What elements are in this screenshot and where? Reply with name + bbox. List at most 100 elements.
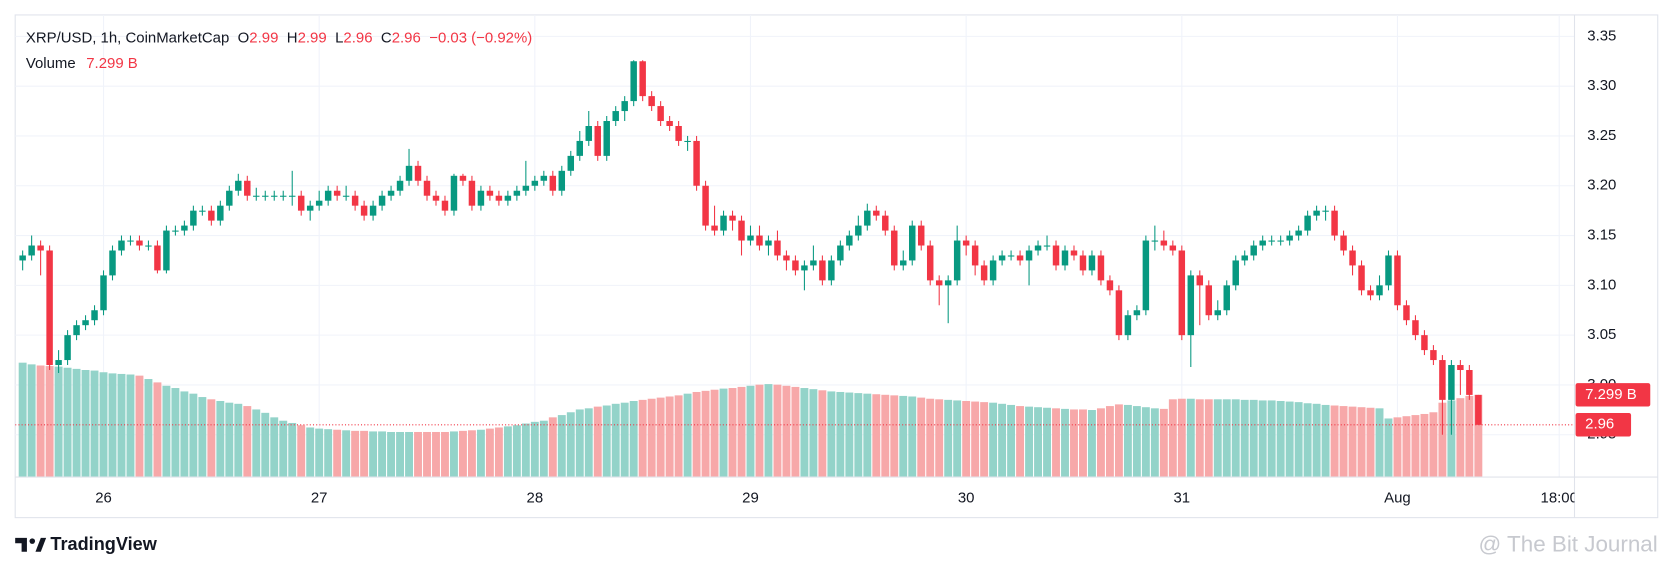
volume-bar (1456, 398, 1465, 478)
volume-bar (1070, 409, 1078, 478)
candle-body (711, 225, 718, 231)
volume-bar (494, 427, 503, 478)
volume-bar (360, 430, 369, 478)
candle-body (226, 190, 233, 206)
candle-body (953, 240, 961, 281)
candle-body (756, 235, 763, 246)
candle-body (1313, 210, 1320, 216)
volume-bar (1195, 399, 1204, 478)
volume-bar (989, 402, 998, 478)
candle-body (495, 195, 503, 201)
candle-body (1475, 394, 1482, 425)
candle-body (1025, 250, 1033, 261)
volume-bar (72, 368, 81, 478)
volume-bar (126, 374, 135, 478)
candle-body (1088, 255, 1096, 271)
candle-body (1277, 240, 1284, 242)
candle-body (917, 225, 925, 246)
candle-body (333, 190, 341, 196)
volume-bar (1016, 406, 1025, 478)
candle-body (998, 255, 1006, 261)
volume-bar (1007, 404, 1016, 478)
candle-body (1214, 310, 1221, 316)
candle-body (819, 260, 826, 281)
candle-body (253, 195, 260, 197)
candle-body (1169, 245, 1177, 251)
candle-body (360, 205, 368, 216)
candle-body (324, 190, 332, 201)
volume-bar (1366, 407, 1375, 478)
volume-bar (872, 394, 881, 478)
volume-bar (764, 384, 773, 478)
candle-body (127, 240, 134, 242)
candle-body (396, 180, 404, 191)
volume-bar (521, 423, 530, 478)
volume-bar (1123, 404, 1132, 478)
volume-bar (1168, 399, 1177, 478)
candle-body (1457, 365, 1464, 371)
volume-bar (153, 382, 162, 478)
candle-body (621, 101, 628, 112)
volume-bar (1061, 408, 1069, 478)
candle-body (73, 325, 80, 336)
candle-body (1232, 260, 1239, 286)
volume-bar (656, 397, 665, 478)
candle-body (1250, 245, 1257, 256)
candle-body (855, 225, 862, 236)
candle-body (414, 165, 422, 181)
candle-body (64, 335, 71, 361)
volume-bar (432, 431, 440, 478)
candle-body (1034, 245, 1042, 251)
low-label: L (335, 29, 343, 46)
candle-body (846, 235, 853, 246)
volume-bar (485, 428, 494, 478)
candle-body (944, 280, 952, 286)
volume-bar (378, 431, 387, 478)
candle-body (774, 240, 781, 256)
candle-body (199, 210, 206, 212)
volume-bar (333, 429, 342, 478)
candle-body (1043, 245, 1051, 247)
volume-bar (1114, 404, 1123, 478)
y-tick-label: 3.15 (1587, 227, 1616, 244)
volume-bar (1141, 407, 1150, 478)
candle-body (864, 210, 871, 226)
volume-bar (1321, 404, 1330, 478)
volume-bar (863, 393, 872, 478)
candle-body (810, 260, 817, 266)
candle-body (271, 195, 278, 197)
volume-bar (1105, 406, 1114, 478)
volume-bar (117, 373, 126, 478)
candle-body (729, 215, 736, 221)
volume-bar (854, 393, 863, 478)
time-axis: 26 27 28 29 30 31 Aug 18:00 (95, 489, 1574, 506)
volume-bar (638, 399, 647, 478)
candle-body (1196, 275, 1204, 286)
volume-bar (503, 426, 512, 478)
volume-bar (557, 415, 566, 478)
volume-bar (908, 396, 917, 478)
candle-body (154, 245, 161, 271)
volume-bar (1420, 413, 1429, 478)
volume-bar (324, 429, 333, 478)
volume-bar (773, 384, 782, 478)
candle-body (1331, 210, 1338, 236)
volume-bar (1186, 398, 1195, 478)
candle-body (181, 225, 188, 231)
x-tick-label: 30 (958, 489, 975, 506)
volume-bar (755, 384, 764, 478)
volume-bar (225, 402, 234, 478)
candle-body (315, 200, 323, 206)
candle-body (1178, 250, 1186, 336)
candle-body (459, 175, 467, 181)
candle-body (1340, 235, 1347, 251)
y-tick-label: 3.05 (1587, 326, 1616, 343)
volume-bar (683, 393, 692, 478)
volume-bar (261, 412, 270, 478)
candle-body (738, 220, 745, 241)
volume-bar (351, 430, 360, 478)
candle-body (675, 125, 682, 141)
candle-body (19, 255, 26, 261)
volume-bar (441, 431, 449, 478)
candle-body (1295, 230, 1302, 236)
